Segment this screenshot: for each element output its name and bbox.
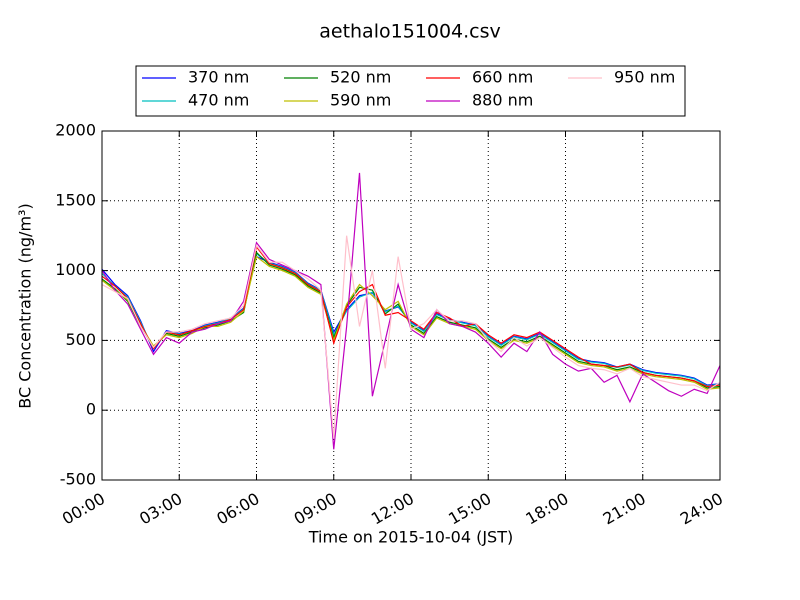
series-line bbox=[101, 252, 721, 387]
y-tick-label: 0 bbox=[86, 400, 96, 419]
y-tick-label: 1000 bbox=[55, 260, 96, 279]
legend-label: 950 nm bbox=[614, 68, 675, 87]
series-line bbox=[101, 251, 721, 389]
series-line bbox=[101, 235, 721, 439]
y-axis-label: BC Concentration (ng/m³) bbox=[16, 203, 35, 408]
y-tick-label: 1500 bbox=[55, 190, 96, 209]
legend-label: 370 nm bbox=[188, 68, 249, 87]
y-tick-label: 500 bbox=[65, 330, 96, 349]
chart-title: aethalo151004.csv bbox=[319, 21, 501, 43]
legend-label: 470 nm bbox=[188, 91, 249, 110]
y-tick-label: -500 bbox=[60, 470, 96, 489]
legend-label: 590 nm bbox=[330, 91, 391, 110]
legend-label: 880 nm bbox=[472, 91, 533, 110]
x-axis-label: Time on 2015-10-04 (JST) bbox=[308, 528, 513, 547]
legend bbox=[135, 65, 686, 117]
legend-entries: 370 nm 470 nm 520 nm 590 nm 660 nm 880 nm 950 … bbox=[142, 68, 675, 110]
series-line bbox=[101, 245, 721, 388]
y-tick-label: 2000 bbox=[55, 121, 96, 140]
legend-label: 660 nm bbox=[472, 68, 533, 87]
legend-label: 520 nm bbox=[330, 68, 391, 87]
